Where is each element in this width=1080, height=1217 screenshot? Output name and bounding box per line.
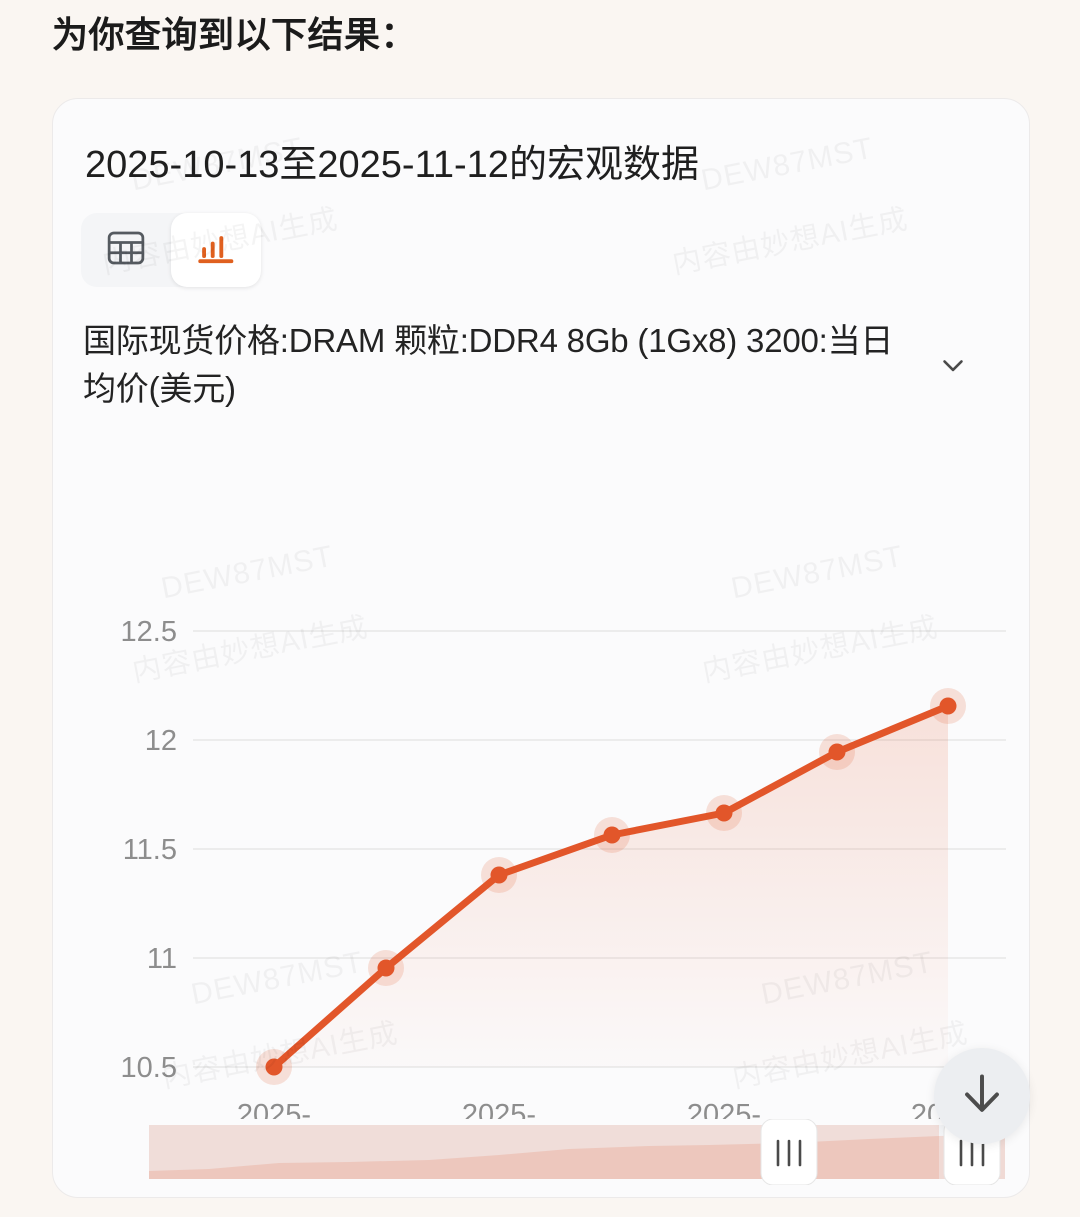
x-tick-0-top: 2025- [237, 1099, 311, 1119]
line-chart: 12.5 12 11.5 11 10.5 [121, 616, 1006, 1119]
series-label: 国际现货价格:DRAM 颗粒:DDR4 8Gb (1Gx8) 3200:当日均价… [83, 322, 894, 407]
chevron-down-icon[interactable] [923, 317, 983, 413]
scroll-to-bottom-button[interactable] [934, 1048, 1030, 1144]
slider-track[interactable] [149, 1125, 1005, 1179]
y-tick-11: 11 [147, 943, 177, 975]
view-toggle [81, 213, 261, 287]
y-tick-11-5: 11.5 [123, 834, 177, 866]
y-tick-12-5: 12.5 [121, 616, 177, 648]
x-axis-labels: 2025- 11-04 2025- 11-06 2025- 11-10 2025… [237, 1099, 985, 1119]
card-title: 2025-10-13至2025-11-12的宏观数据 [85, 144, 699, 186]
slider-handle-left[interactable] [760, 1118, 818, 1186]
table-icon [104, 226, 148, 275]
result-card: 2025-10-13至2025-11-12的宏观数据 [52, 98, 1030, 1198]
toggle-chart-view[interactable] [171, 213, 261, 287]
x-tick-1-top: 2025- [462, 1099, 536, 1119]
intro-text: 为你查询到以下结果： [52, 14, 418, 55]
y-tick-12: 12 [145, 725, 177, 757]
y-tick-10-5: 10.5 [121, 1052, 177, 1084]
chart-container: 12.5 12 11.5 11 10.5 [53, 499, 1029, 1119]
arrow-down-icon [954, 1066, 1010, 1127]
chart-area-fill [274, 706, 948, 1067]
chart-zoom-slider[interactable] [149, 1118, 1005, 1186]
chart-data-points [256, 688, 966, 1085]
toggle-table-view[interactable] [81, 213, 171, 287]
series-header[interactable]: 国际现货价格:DRAM 颗粒:DDR4 8Gb (1Gx8) 3200:当日均价… [83, 317, 1001, 413]
y-axis-labels: 12.5 12 11.5 11 10.5 [121, 616, 177, 1084]
bar-chart-icon [194, 226, 238, 275]
x-tick-2-top: 2025- [687, 1099, 761, 1119]
